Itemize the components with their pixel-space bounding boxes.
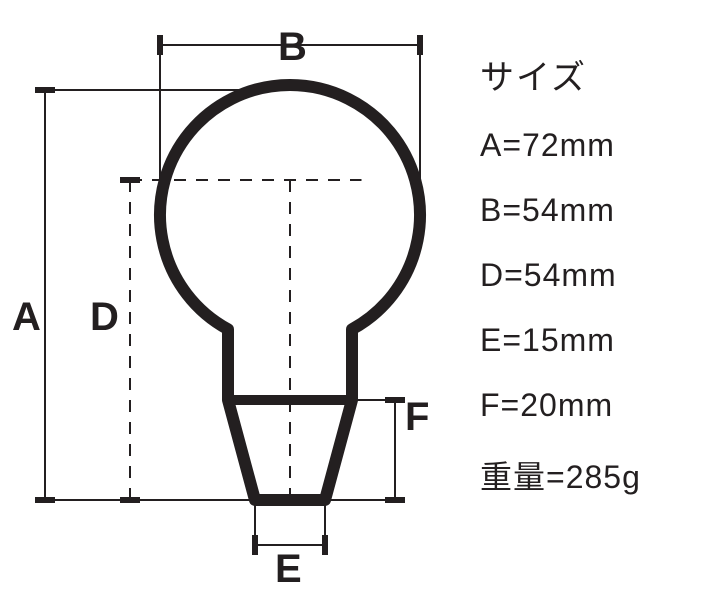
- spec-value-a: 72mm: [522, 127, 615, 163]
- spec-row-d: D=54mm: [480, 257, 641, 294]
- spec-label-a: A: [480, 127, 502, 163]
- spec-value-e: 15mm: [522, 322, 615, 358]
- spec-row-a: A=72mm: [480, 127, 641, 164]
- dim-label-e: E: [275, 547, 302, 591]
- spec-value-weight: 285g: [566, 459, 641, 495]
- spec-row-weight: 重量=285g: [480, 452, 641, 498]
- spec-title: サイズ: [480, 50, 641, 99]
- dim-label-d: D: [90, 295, 119, 339]
- spec-row-b: B=54mm: [480, 192, 641, 229]
- dim-label-b: B: [278, 25, 307, 69]
- spec-label-f: F: [480, 387, 501, 423]
- spec-value-f: 20mm: [520, 387, 613, 423]
- spec-row-f: F=20mm: [480, 387, 641, 424]
- spec-label-d: D: [480, 257, 504, 293]
- spec-value-d: 54mm: [524, 257, 617, 293]
- spec-label-weight: 重量: [480, 459, 546, 495]
- spec-label-e: E: [480, 322, 502, 358]
- spec-row-e: E=15mm: [480, 322, 641, 359]
- dim-label-f: F: [405, 395, 429, 439]
- dim-label-a: A: [12, 295, 41, 339]
- spec-list: サイズ A=72mm B=54mm D=54mm E=15mm F=20mm 重…: [480, 50, 641, 526]
- spec-label-b: B: [480, 192, 502, 228]
- spec-value-b: 54mm: [522, 192, 615, 228]
- diagram-stage: ADBEF サイズ A=72mm B=54mm D=54mm E=15mm F=…: [0, 0, 720, 593]
